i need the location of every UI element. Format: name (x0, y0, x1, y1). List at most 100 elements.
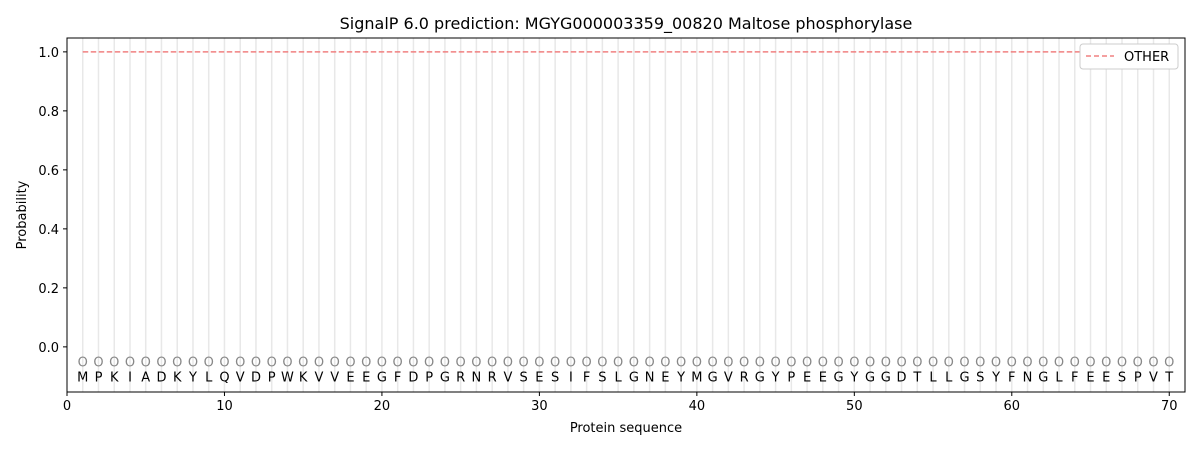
predicted-label-marker: O (1038, 356, 1048, 371)
residue-label: E (346, 370, 354, 385)
y-tick-label: 0.0 (38, 341, 59, 356)
predicted-label-marker: O (534, 356, 544, 371)
y-axis-label: Probability (15, 180, 30, 249)
x-tick-label: 50 (846, 399, 863, 414)
residue-label: L (929, 370, 937, 385)
residue-label: N (1023, 370, 1033, 385)
predicted-label-marker: O (424, 356, 434, 371)
predicted-label-marker: O (944, 356, 954, 371)
predicted-label-marker: O (692, 356, 702, 371)
residue-label: D (408, 370, 418, 385)
predicted-label-marker: O (345, 356, 355, 371)
predicted-label-marker: O (156, 356, 166, 371)
predicted-label-marker: O (408, 356, 418, 371)
predicted-label-marker: O (629, 356, 639, 371)
predicted-label-marker: O (739, 356, 749, 371)
residue-label: I (569, 370, 573, 385)
x-tick-label: 60 (1004, 399, 1021, 414)
residue-label: G (755, 370, 765, 385)
predicted-label-marker: O (1133, 356, 1143, 371)
y-tick-label: 0.2 (38, 282, 59, 297)
predicted-label-marker: O (204, 356, 214, 371)
predicted-label-marker: O (770, 356, 780, 371)
residue-label: K (299, 370, 308, 385)
residue-label: S (551, 370, 559, 385)
x-tick-label: 40 (689, 399, 706, 414)
x-axis-label: Protein sequence (570, 421, 682, 436)
predicted-label-marker: O (1117, 356, 1127, 371)
predicted-label-marker: O (865, 356, 875, 371)
residue-label: E (803, 370, 811, 385)
residue-label: F (1008, 370, 1015, 385)
predicted-label-marker: O (849, 356, 859, 371)
residue-label: P (425, 370, 433, 385)
predicted-label-marker: O (566, 356, 576, 371)
residue-label: G (377, 370, 387, 385)
predicted-label-marker: O (597, 356, 607, 371)
y-tick-label: 0.8 (38, 105, 59, 120)
predicted-label-marker: O (456, 356, 466, 371)
x-tick-label: 0 (63, 399, 71, 414)
residue-label: S (976, 370, 984, 385)
residue-label: E (362, 370, 370, 385)
y-tick-label: 0.6 (38, 164, 59, 179)
predicted-label-marker: O (93, 356, 103, 371)
residue-label: D (251, 370, 261, 385)
residue-label: L (945, 370, 953, 385)
residue-label: F (1071, 370, 1078, 385)
residue-label: R (456, 370, 465, 385)
residue-label: I (128, 370, 132, 385)
residue-label: E (535, 370, 543, 385)
residue-label: G (834, 370, 844, 385)
predicted-label-marker: O (393, 356, 403, 371)
predicted-label-marker: O (676, 356, 686, 371)
predicted-label-marker: O (1070, 356, 1080, 371)
predicted-label-marker: O (172, 356, 182, 371)
residue-label: W (281, 370, 294, 385)
residue-label: G (629, 370, 639, 385)
residue-label: K (173, 370, 182, 385)
residue-label: E (819, 370, 827, 385)
predicted-label-marker: O (896, 356, 906, 371)
x-tick-label: 30 (531, 399, 548, 414)
predicted-label-marker: O (330, 356, 340, 371)
residue-label: P (268, 370, 276, 385)
y-tick-label: 0.4 (38, 223, 59, 238)
residue-label: M (691, 370, 702, 385)
residue-label: N (645, 370, 655, 385)
predicted-label-marker: O (440, 356, 450, 371)
predicted-label-marker: O (755, 356, 765, 371)
residue-label: S (520, 370, 528, 385)
predicted-label-marker: O (298, 356, 308, 371)
predicted-label-marker: O (786, 356, 796, 371)
predicted-label-marker: O (1164, 356, 1174, 371)
predicted-label-marker: O (487, 356, 497, 371)
predicted-label-marker: O (267, 356, 277, 371)
residue-label: L (1055, 370, 1063, 385)
residue-label: V (1149, 370, 1158, 385)
predicted-label-marker: O (707, 356, 717, 371)
residue-label: T (912, 370, 921, 385)
residue-label: Y (676, 370, 685, 385)
predicted-label-marker: O (78, 356, 88, 371)
residue-label: Q (219, 370, 229, 385)
residue-label: G (881, 370, 891, 385)
x-tick-label: 70 (1161, 399, 1178, 414)
residue-label: E (1102, 370, 1110, 385)
predicted-label-marker: O (928, 356, 938, 371)
predicted-label-marker: O (550, 356, 560, 371)
predicted-label-marker: O (361, 356, 371, 371)
x-tick-label: 20 (374, 399, 391, 414)
predicted-label-marker: O (1101, 356, 1111, 371)
predicted-label-marker: O (912, 356, 922, 371)
residue-label: R (740, 370, 749, 385)
residue-label: R (488, 370, 497, 385)
residue-label: F (583, 370, 590, 385)
legend: OTHER (1079, 43, 1179, 70)
predicted-label-marker: O (141, 356, 151, 371)
residue-label: G (708, 370, 718, 385)
predicted-label-marker: O (471, 356, 481, 371)
y-tick-label: 1.0 (38, 46, 59, 61)
predicted-label-marker: O (975, 356, 985, 371)
